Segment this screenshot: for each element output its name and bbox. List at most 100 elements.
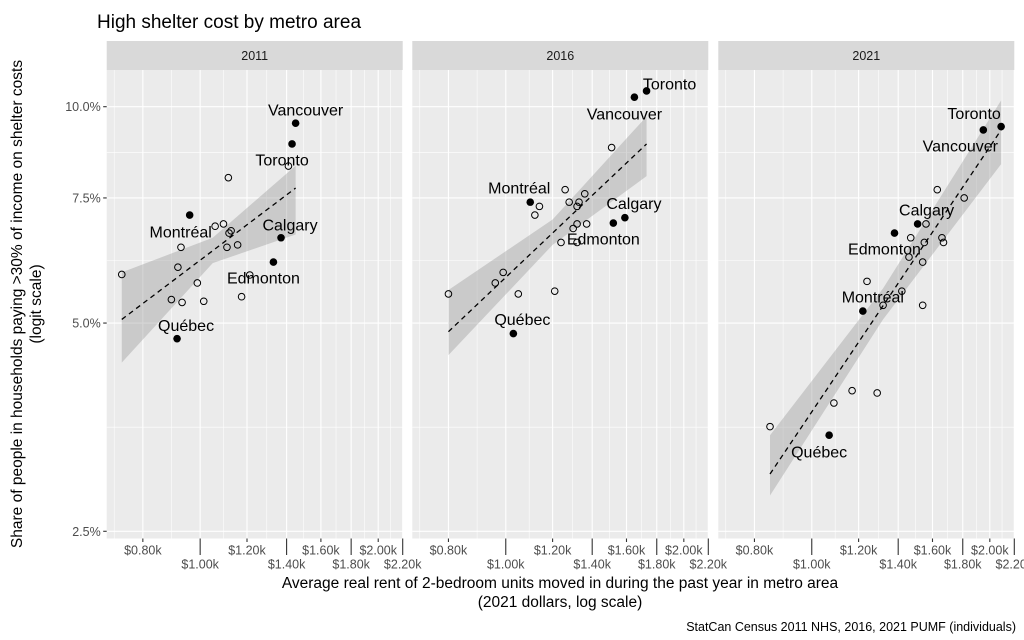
data-point-open bbox=[199, 297, 208, 306]
y-axis-title-line1: Share of people in households paying >30… bbox=[9, 60, 26, 548]
facet-strip-label: 2016 bbox=[546, 49, 574, 63]
point-label: Edmonton bbox=[848, 242, 921, 259]
point-label: Calgary bbox=[262, 217, 317, 234]
x-tick-label: $1.40k bbox=[268, 558, 306, 572]
data-point-open bbox=[939, 238, 948, 247]
data-point-open bbox=[569, 224, 577, 233]
point-label: Montréal bbox=[488, 181, 550, 198]
data-point-open bbox=[766, 422, 774, 431]
point-label: Edmonton bbox=[567, 232, 640, 249]
data-point-montréal bbox=[185, 211, 194, 219]
data-point-open bbox=[167, 295, 176, 304]
data-point-québec bbox=[825, 431, 833, 439]
data-point-toronto bbox=[997, 122, 1005, 131]
data-point-open bbox=[177, 243, 185, 252]
data-point-montréal bbox=[526, 198, 535, 206]
data-point-open bbox=[575, 198, 583, 206]
x-tick-label: $1.20k bbox=[228, 544, 266, 558]
data-point-open bbox=[879, 301, 887, 310]
data-point-open bbox=[922, 220, 930, 228]
data-point-calgary bbox=[913, 220, 922, 228]
y-axis-title-line2: (logit scale) bbox=[28, 264, 45, 343]
x-tick-label: $1.00k bbox=[181, 558, 219, 572]
data-point-open bbox=[531, 211, 539, 219]
x-tick-label: $2.20k bbox=[690, 558, 728, 572]
data-point-edmonton bbox=[269, 258, 278, 266]
regression-line bbox=[447, 143, 648, 333]
facet-panels: 2011 Vancouver Toronto Calgary Edmonton Montr… bbox=[106, 41, 1015, 539]
x-axes: $0.80k$1.00k$1.20k$1.40k$1.60k$1.80k$2.0… bbox=[124, 538, 1024, 572]
confidence-band bbox=[121, 165, 296, 363]
point-label: Calgary bbox=[899, 202, 954, 219]
data-point-open bbox=[905, 253, 913, 261]
data-point-open bbox=[906, 233, 915, 242]
x-tick-label: $1.20k bbox=[534, 544, 572, 558]
facet-strip bbox=[718, 41, 1015, 70]
data-point-vancouver bbox=[979, 126, 988, 134]
y-axis: 10.0% 7.5% 5.0% 2.5% bbox=[65, 100, 107, 539]
data-point-open bbox=[873, 389, 881, 397]
point-label: Montréal bbox=[150, 225, 212, 242]
x-tick-label: $1.00k bbox=[793, 558, 831, 572]
point-label: Toronto bbox=[947, 106, 1000, 123]
point-label: Vancouver bbox=[587, 107, 663, 124]
data-point-open bbox=[193, 279, 202, 287]
confidence-band bbox=[770, 100, 1002, 496]
panel-background bbox=[718, 70, 1015, 539]
data-point-québec bbox=[509, 329, 518, 338]
point-label: Québec bbox=[158, 318, 214, 335]
data-point-open bbox=[491, 279, 500, 287]
facet-panel-2016: 2016 Toronto Vancouver Calgary Edmonton Montr… bbox=[412, 41, 709, 539]
x-tick-label: $2.20k bbox=[384, 558, 422, 572]
facet-strip-label: 2021 bbox=[852, 49, 880, 63]
x-tick-label: $1.60k bbox=[302, 544, 340, 558]
data-point-open bbox=[514, 290, 523, 298]
data-point-open bbox=[225, 229, 233, 237]
point-label: Calgary bbox=[606, 196, 661, 213]
data-point-open bbox=[582, 220, 591, 228]
x-tick-label: $1.20k bbox=[840, 544, 878, 558]
confidence-band bbox=[448, 116, 647, 356]
point-label: Vancouver bbox=[268, 103, 344, 120]
data-point-open bbox=[573, 238, 581, 247]
data-point-open bbox=[960, 194, 968, 202]
data-point-open bbox=[561, 185, 569, 194]
point-label: Québec bbox=[494, 312, 550, 329]
data-point-open bbox=[938, 233, 946, 242]
regression-line bbox=[769, 129, 1002, 475]
data-point-open bbox=[223, 243, 231, 252]
chart-caption: StatCan Census 2011 NHS, 2016, 2021 PUMF… bbox=[686, 620, 1016, 634]
data-point-open bbox=[557, 238, 565, 247]
point-label: Toronto bbox=[643, 76, 696, 93]
x-tick-label: $0.80k bbox=[124, 544, 162, 558]
data-point-toronto bbox=[642, 87, 651, 95]
facet-panel-2011: 2011 Vancouver Toronto Calgary Edmonton Montr… bbox=[106, 41, 404, 539]
x-tick-label: $1.80k bbox=[638, 558, 676, 572]
data-point-open bbox=[920, 238, 929, 247]
panel-background bbox=[106, 70, 403, 539]
panel-background bbox=[412, 70, 709, 539]
data-point-open bbox=[565, 198, 573, 206]
data-point-open bbox=[284, 162, 293, 170]
data-point-open bbox=[211, 222, 219, 231]
data-point-calgary bbox=[621, 213, 629, 222]
data-point-open bbox=[444, 290, 453, 298]
data-point-edmonton bbox=[890, 229, 899, 237]
x-tick-label: $0.80k bbox=[736, 544, 774, 558]
x-axis-title-line1: Average real rent of 2-bedroom units mov… bbox=[282, 575, 839, 592]
x-tick-label: $2.00k bbox=[665, 544, 703, 558]
data-point-open bbox=[219, 220, 228, 228]
x-axis-title-line2: (2021 dollars, log scale) bbox=[478, 594, 643, 611]
facet-strip bbox=[412, 41, 709, 70]
y-tick-label: 7.5% bbox=[72, 191, 101, 205]
data-point-open bbox=[607, 143, 616, 152]
data-point-open bbox=[245, 271, 254, 279]
data-point-open bbox=[573, 220, 581, 228]
point-label: Vancouver bbox=[923, 138, 999, 155]
data-point-open bbox=[550, 287, 559, 295]
data-point-open bbox=[830, 399, 838, 407]
x-tick-label: $1.40k bbox=[879, 558, 917, 572]
point-label: Edmonton bbox=[227, 271, 300, 288]
x-tick-label: $1.40k bbox=[573, 558, 611, 572]
data-point-open bbox=[224, 173, 233, 182]
